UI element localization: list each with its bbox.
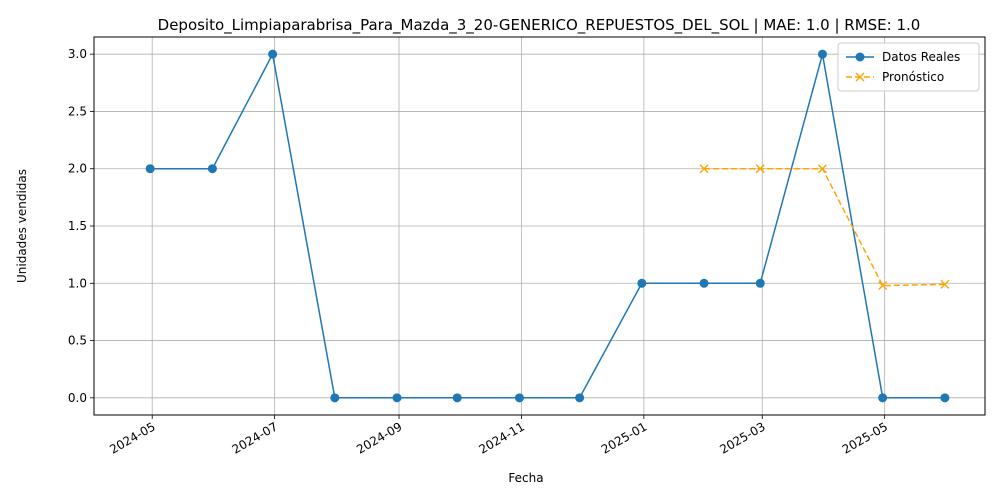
y-tick-label: 0.0	[68, 391, 87, 405]
data-point	[330, 393, 340, 403]
y-tick-label: 0.5	[68, 334, 87, 348]
x-axis-title: Fecha	[508, 471, 543, 485]
data-point	[452, 393, 462, 403]
legend-marker	[855, 72, 865, 82]
data-point	[207, 164, 217, 174]
data-point	[755, 278, 765, 288]
y-axis: 0.0 0.5 1.0 1.5 2.0 2.5 3.0	[68, 47, 94, 405]
legend-label: Pronóstico	[882, 70, 944, 84]
y-axis-title: Unidades vendidas	[15, 169, 29, 283]
series-layer	[145, 49, 950, 403]
data-point	[268, 49, 278, 59]
y-tick-label: 2.5	[68, 104, 87, 118]
data-point	[940, 279, 950, 289]
series-actual	[145, 49, 950, 403]
data-point	[878, 393, 888, 403]
y-tick-label: 3.0	[68, 47, 87, 61]
grid-lines	[94, 37, 985, 415]
legend: Datos Reales Pronóstico	[837, 42, 980, 92]
series-forecast	[699, 164, 950, 291]
data-point	[755, 164, 765, 174]
legend-label: Datos Reales	[882, 50, 960, 64]
legend-box	[837, 42, 980, 92]
data-point	[392, 393, 402, 403]
series-line	[150, 51, 945, 399]
y-tick-label: 1.0	[68, 276, 87, 290]
data-point	[637, 278, 647, 288]
data-point	[817, 164, 827, 174]
data-point	[817, 49, 827, 59]
data-point	[145, 164, 155, 174]
data-point	[699, 164, 709, 174]
chart-title: Deposito_Limpiaparabrisa_Para_Mazda_3_20…	[158, 16, 921, 35]
data-point	[940, 393, 950, 403]
y-tick-label: 1.5	[68, 219, 87, 233]
data-point	[514, 393, 524, 403]
data-point	[878, 281, 888, 291]
y-tick-label: 2.0	[68, 162, 87, 176]
data-point	[699, 278, 709, 288]
legend-marker	[855, 52, 865, 62]
data-point	[575, 393, 585, 403]
